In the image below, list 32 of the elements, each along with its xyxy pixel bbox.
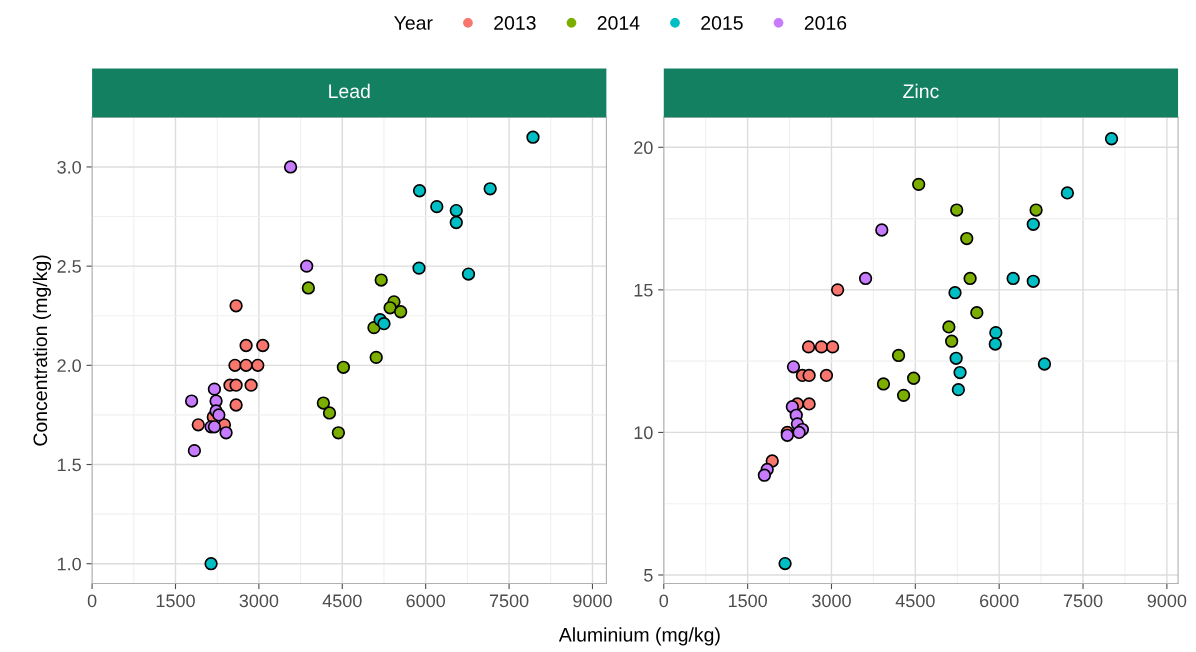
y-tick-label: 10 (634, 426, 653, 440)
x-tick-label: 0 (659, 594, 669, 608)
x-axis-title: Aluminium (mg/kg) (558, 627, 720, 646)
y-tick-label: 15 (634, 283, 653, 297)
x-tick-label: 4500 (322, 594, 362, 608)
chart-title: Zinc (903, 83, 939, 99)
legend-title: Year (394, 16, 433, 30)
y-tick-label: 2.0 (57, 359, 81, 373)
x-tick-label: 7500 (1063, 594, 1103, 608)
x-tick-label: 3000 (239, 594, 279, 608)
y-tick-label: 1.5 (57, 458, 81, 472)
x-tick-label: 6000 (406, 594, 446, 608)
y-tick-label: 2.5 (57, 260, 81, 273)
x-tick-label: 1500 (156, 594, 195, 608)
legend-label: 2015 (701, 16, 743, 30)
y-tick-label: 20 (634, 141, 653, 155)
x-tick-label: 6000 (980, 594, 1019, 608)
legend-label: 2016 (804, 16, 847, 30)
chart-title: Lead (329, 83, 370, 99)
y-tick-label: 3.0 (57, 160, 81, 174)
x-tick-label: 9000 (573, 594, 612, 608)
y-axis-title: Concentration (mg/kg) (32, 255, 52, 446)
x-tick-label: 4500 (895, 594, 935, 608)
legend-label: 2014 (597, 16, 640, 30)
legend-label: 2013 (494, 16, 536, 30)
x-tick-label: 3000 (812, 594, 851, 608)
x-tick-label: 1500 (728, 594, 768, 608)
y-tick-label: 5 (644, 569, 653, 582)
x-tick-label: 0 (87, 594, 97, 608)
x-tick-label: 7500 (489, 594, 529, 608)
x-tick-label: 9000 (1147, 594, 1187, 608)
y-tick-label: 1.0 (57, 557, 81, 571)
